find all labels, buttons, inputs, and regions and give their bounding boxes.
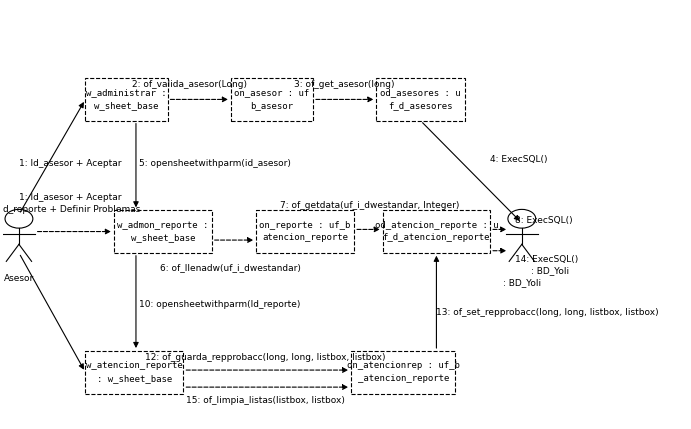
Text: 5: opensheetwithparm(id_asesor): 5: opensheetwithparm(id_asesor): [139, 159, 291, 168]
Text: 7: of_getdata(uf_i_dwestandar, Integer): 7: of_getdata(uf_i_dwestandar, Integer): [281, 201, 460, 210]
FancyBboxPatch shape: [231, 78, 313, 121]
Text: Asesor: Asesor: [4, 274, 34, 283]
FancyBboxPatch shape: [351, 351, 455, 393]
Text: on_reporte : uf_b: on_reporte : uf_b: [260, 221, 351, 230]
Text: w_administrar :: w_administrar :: [86, 88, 167, 97]
Text: 10: opensheetwithparm(Id_reporte): 10: opensheetwithparm(Id_reporte): [139, 299, 301, 308]
Text: d_reporte + Definir Problemas: d_reporte + Definir Problemas: [3, 205, 140, 214]
Text: _atencion_reporte: _atencion_reporte: [357, 374, 449, 383]
Text: od_atencion_reporte : u: od_atencion_reporte : u: [375, 221, 498, 230]
FancyBboxPatch shape: [86, 351, 183, 393]
Text: on_atencionrep : uf_b: on_atencionrep : uf_b: [347, 361, 460, 370]
Text: : BD_Yoli: : BD_Yoli: [503, 278, 541, 287]
Text: 13: of_set_repprobacc(long, long, listbox, listbox): 13: of_set_repprobacc(long, long, listbo…: [437, 308, 659, 317]
Text: w_admon_reporte :: w_admon_reporte :: [117, 221, 209, 230]
FancyBboxPatch shape: [383, 210, 490, 253]
Text: 2: of_valida_asesor(Long): 2: of_valida_asesor(Long): [132, 80, 247, 89]
Text: 6: of_llenadw(uf_i_dwestandar): 6: of_llenadw(uf_i_dwestandar): [160, 263, 301, 272]
Text: w_sheet_base: w_sheet_base: [94, 101, 159, 110]
Text: w_atencion_reporte: w_atencion_reporte: [86, 361, 182, 370]
Text: 1: Id_asesor + Aceptar: 1: Id_asesor + Aceptar: [19, 159, 122, 168]
Text: 3: of_get_asesor(long): 3: of_get_asesor(long): [294, 80, 395, 89]
Text: 8: ExecSQL(): 8: ExecSQL(): [515, 216, 573, 225]
Text: : w_sheet_base: : w_sheet_base: [97, 374, 172, 383]
Text: 15: of_limpia_listas(listbox, listbox): 15: of_limpia_listas(listbox, listbox): [186, 396, 345, 405]
Text: : BD_Yoli: : BD_Yoli: [531, 266, 569, 275]
Text: 14: ExecSQL(): 14: ExecSQL(): [515, 255, 579, 264]
FancyBboxPatch shape: [256, 210, 354, 253]
Text: f_d_asesores: f_d_asesores: [388, 101, 453, 110]
Text: atencion_reporte: atencion_reporte: [262, 233, 348, 242]
Text: 4: ExecSQL(): 4: ExecSQL(): [490, 154, 548, 163]
FancyBboxPatch shape: [377, 78, 465, 121]
FancyBboxPatch shape: [86, 78, 168, 121]
Circle shape: [5, 209, 33, 228]
Text: 1: Id_asesor + Aceptar: 1: Id_asesor + Aceptar: [19, 193, 122, 202]
Text: b_asesor: b_asesor: [250, 101, 294, 110]
FancyBboxPatch shape: [114, 210, 212, 253]
Circle shape: [508, 209, 536, 228]
Text: od_asesores : u: od_asesores : u: [380, 88, 461, 97]
Text: f_d_atencion_reporte: f_d_atencion_reporte: [383, 233, 490, 242]
Text: 12: of_guarda_repprobacc(long, long, listbox, listbox): 12: of_guarda_repprobacc(long, long, lis…: [145, 353, 386, 362]
Text: on_asesor : uf: on_asesor : uf: [234, 88, 310, 97]
Text: w_sheet_base: w_sheet_base: [131, 233, 195, 242]
